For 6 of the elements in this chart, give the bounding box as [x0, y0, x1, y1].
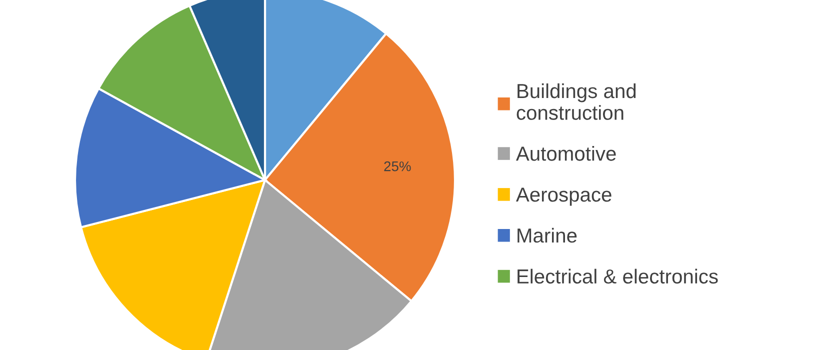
data-label: 25%	[384, 161, 411, 172]
legend-label: Buildings and construction	[516, 83, 636, 120]
legend-label: Aerospace	[516, 188, 612, 206]
legend-label: Marine	[518, 228, 577, 243]
legend-label: Automotive	[516, 146, 616, 161]
legend-label: Electrical & electronics	[518, 268, 718, 284]
